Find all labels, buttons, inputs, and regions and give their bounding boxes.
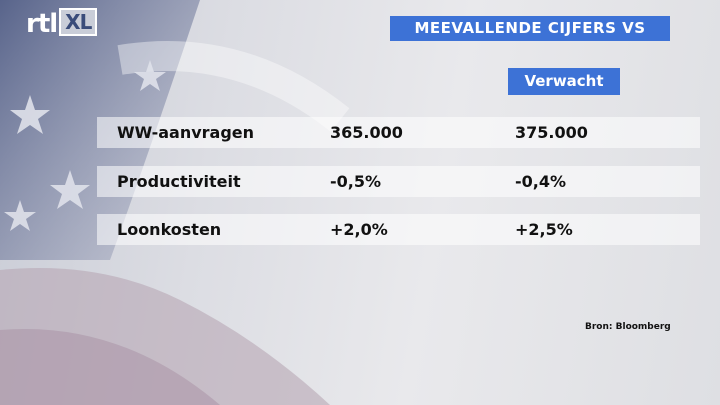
actual-value: -0,5% [330, 172, 382, 191]
row-label: Productiviteit [117, 172, 241, 191]
column-header: Verwacht [508, 68, 620, 95]
table-row: WW-aanvragen 365.000 375.000 [97, 117, 700, 148]
expected-value: 375.000 [515, 123, 588, 142]
row-label: Loonkosten [117, 220, 222, 239]
logo-badge: XL [59, 8, 98, 36]
table-row: Productiviteit -0,5% -0,4% [97, 166, 700, 197]
expected-value: +2,5% [515, 220, 573, 239]
logo: rtl XL [26, 8, 98, 39]
logo-text: rtl [26, 9, 58, 39]
actual-value: +2,0% [330, 220, 388, 239]
table-row: Loonkosten +2,0% +2,5% [97, 214, 700, 245]
source: Bron: Bloomberg [585, 322, 671, 332]
row-label: WW-aanvragen [117, 123, 255, 142]
expected-value: -0,4% [515, 172, 567, 191]
actual-value: 365.000 [330, 123, 403, 142]
title-bar: MEEVALLENDE CIJFERS VS [390, 16, 670, 41]
